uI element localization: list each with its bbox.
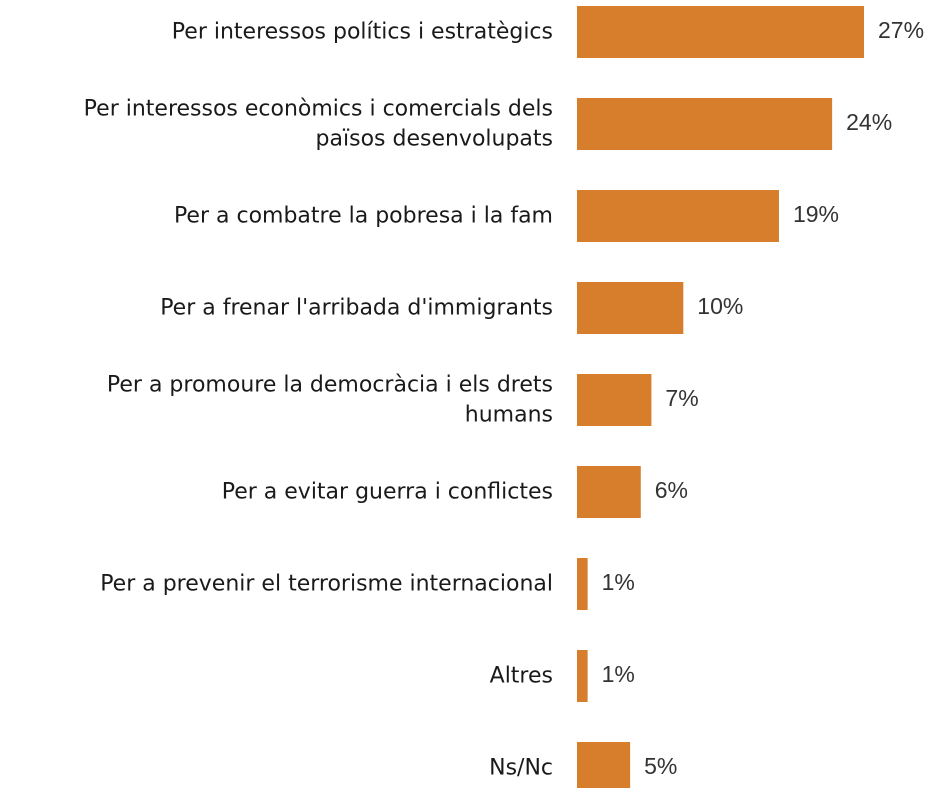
category-label-0: Per interessos polítics i estratègics: [172, 20, 553, 45]
bar-3: [577, 282, 684, 334]
category-label-4: Per a promoure la democràcia i els drets…: [107, 373, 553, 428]
bars-group: [577, 6, 864, 788]
bar-4: [577, 374, 652, 426]
category-label-line: Ns/Nc: [489, 756, 553, 781]
value-label-6: 1%: [602, 569, 635, 595]
bar-7: [577, 650, 588, 702]
category-label-line: Per interessos econòmics i comercials de…: [84, 97, 553, 122]
category-label-line: Per a promoure la democràcia i els drets: [107, 373, 553, 398]
bar-2: [577, 190, 779, 242]
category-label-5: Per a evitar guerra i conflictes: [222, 480, 553, 505]
bar-8: [577, 742, 631, 788]
category-label-3: Per a frenar l'arribada d'immigrants: [160, 296, 553, 321]
value-label-8: 5%: [644, 753, 677, 779]
bar-1: [577, 98, 833, 150]
bar-5: [577, 466, 641, 518]
category-label-line: Per a evitar guerra i conflictes: [222, 480, 553, 505]
value-label-0: 27%: [878, 17, 924, 43]
category-label-line: humans: [465, 403, 553, 428]
category-label-line: Per a prevenir el terrorisme internacion…: [100, 572, 553, 597]
value-label-2: 19%: [793, 201, 839, 227]
category-label-7: Altres: [490, 664, 553, 689]
value-labels-group: 27% 24% 19% 10% 7% 6% 1% 1% 5%: [602, 17, 924, 779]
category-label-2: Per a combatre la pobresa i la fam: [174, 204, 553, 229]
value-label-7: 1%: [602, 661, 635, 687]
value-label-1: 24%: [846, 109, 892, 135]
category-label-line: països desenvolupats: [316, 127, 553, 152]
category-label-1: Per interessos econòmics i comercials de…: [84, 97, 553, 152]
bar-0: [577, 6, 864, 58]
category-label-6: Per a prevenir el terrorisme internacion…: [100, 572, 553, 597]
category-label-line: Per a combatre la pobresa i la fam: [174, 204, 553, 229]
value-label-4: 7%: [665, 385, 698, 411]
value-label-5: 6%: [655, 477, 688, 503]
category-label-line: Per interessos polítics i estratègics: [172, 20, 553, 45]
value-label-3: 10%: [697, 293, 743, 319]
category-labels-group: Per interessos polítics i estratègics Per…: [84, 20, 553, 781]
category-label-line: Per a frenar l'arribada d'immigrants: [160, 296, 553, 321]
category-label-line: Altres: [490, 664, 553, 689]
category-label-8: Ns/Nc: [489, 756, 553, 781]
bar-6: [577, 558, 588, 610]
